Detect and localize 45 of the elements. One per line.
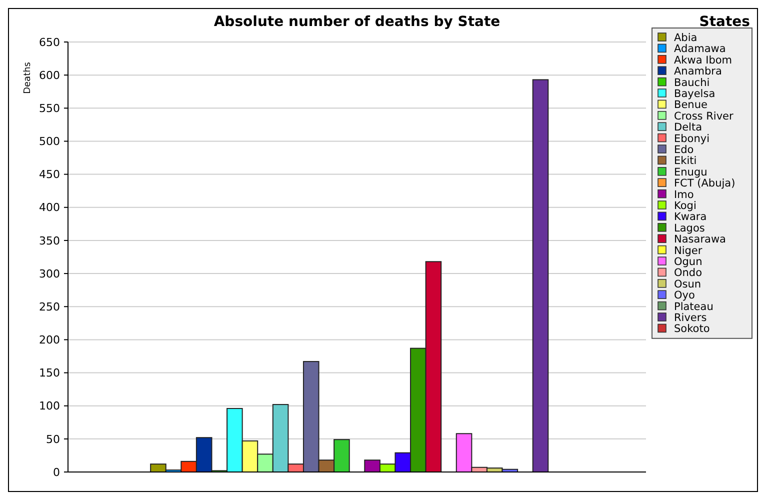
legend-label: Benue [674,99,708,112]
legend-label: Niger [674,244,703,257]
legend-label: Rivers [674,312,707,324]
y-axis-title: Deaths [23,62,33,94]
legend-title: States [699,14,750,30]
legend-label: Nasarawa [674,234,726,246]
y-tick-label: 450 [39,168,60,182]
legend-label: Ekiti [674,155,697,168]
legend-label: Edo [674,144,694,156]
legend-label: Anambra [674,66,722,78]
legend-label: Oyo [674,290,695,302]
legend-label: Bayelsa [674,88,716,100]
legend-label: Plateau [674,300,714,313]
legend-label: Cross River [674,110,734,122]
y-tick-label: 400 [39,201,60,214]
y-tick-label: 650 [39,36,60,49]
y-tick-label: 250 [39,300,60,314]
y-tick-label: 600 [39,68,60,82]
y-tick-label: 550 [39,102,60,116]
legend-label: Bauchi [674,76,710,89]
y-tick-label: 100 [39,400,60,413]
y-tick-label: 500 [39,135,60,148]
legend-label: Imo [674,188,694,201]
legend-label: Delta [674,122,702,134]
y-tick-label: 50 [46,432,60,446]
legend-label: FCT (Abuja) [674,178,736,190]
legend-label: Lagos [674,222,705,234]
legend-label: Akwa Ibom [674,54,732,66]
y-tick-label: 350 [39,234,60,248]
legend-label: Sokoto [674,323,710,336]
y-tick-label: 150 [39,366,60,380]
chart-title: Absolute number of deaths by State [214,14,500,30]
y-tick-label: 200 [39,334,60,347]
y-tick-label: 0 [53,466,60,479]
legend-label: Ogun [674,256,702,268]
y-tick-label: 300 [39,267,60,280]
legend-label: Osun [674,278,702,290]
legend-label: Kwara [674,211,707,224]
legend-label: Ebonyi [674,132,710,145]
legend-label: Enugu [674,166,708,178]
legend-label: Abia [674,32,698,44]
legend-label: Kogi [674,200,696,212]
bar [532,79,549,472]
legend-label: Ondo [674,267,702,280]
legend-label: Adamawa [674,43,726,56]
